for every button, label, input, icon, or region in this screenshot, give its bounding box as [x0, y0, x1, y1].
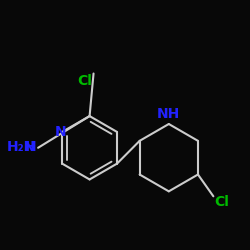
Text: H₂N: H₂N	[7, 140, 36, 154]
Text: H: H	[24, 140, 36, 154]
Text: Cl: Cl	[214, 195, 229, 209]
Text: NH: NH	[157, 107, 180, 121]
Text: Cl: Cl	[78, 74, 92, 88]
Text: N: N	[54, 125, 66, 139]
